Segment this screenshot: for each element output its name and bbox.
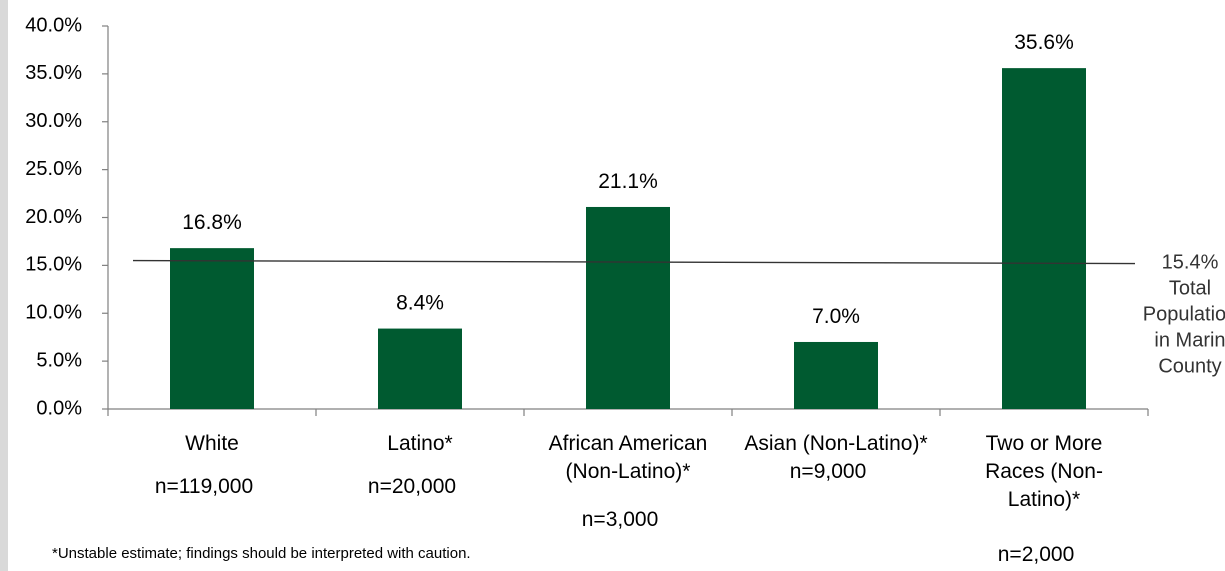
bar <box>1002 68 1086 409</box>
bar-value-label: 7.0% <box>812 305 860 328</box>
x-category-label: Asian (Non-Latino)* <box>744 432 927 455</box>
y-tick-label: 10.0% <box>25 302 82 324</box>
bar <box>170 248 254 409</box>
bar <box>794 341 878 409</box>
x-category-label: Latino* <box>387 432 452 455</box>
bar-value-label: 16.8% <box>182 211 242 234</box>
x-category-label: White <box>185 432 239 455</box>
sample-size-label: n=9,000 <box>790 460 867 483</box>
sample-size-label: n=3,000 <box>582 508 659 531</box>
axes: 0.0% 5.0% 10.0% 15.0% 20.0% 25.0% 30.0% 35.0% 40… <box>25 14 1149 419</box>
y-tick-label: 30.0% <box>25 110 82 132</box>
y-tick-label: 25.0% <box>25 158 82 180</box>
y-tick-label: 5.0% <box>36 349 82 371</box>
labels: 16.8% White n=119,000 8.4% Latino* n=20,000 21… <box>155 31 1103 566</box>
reference-line <box>132 259 1136 265</box>
x-category-label: African American (Non-Latino)* <box>549 432 708 483</box>
y-tick-label: 20.0% <box>25 206 82 228</box>
bar <box>586 206 670 409</box>
footnote: *Unstable estimate; findings should be i… <box>52 545 471 562</box>
y-tick-label: 40.0% <box>25 14 82 36</box>
sample-size-label: n=2,000 <box>998 543 1075 566</box>
left-border-strip <box>0 0 8 571</box>
y-tick-label: 35.0% <box>25 62 82 84</box>
x-category-label: Two or More Races (Non-Latino)* <box>985 432 1103 511</box>
sample-size-label: n=20,000 <box>368 475 456 498</box>
sample-size-label: n=119,000 <box>155 475 253 498</box>
bar-value-label: 21.1% <box>598 170 658 193</box>
y-tick-label: 0.0% <box>36 397 82 419</box>
bar-value-label: 8.4% <box>396 292 444 315</box>
bar-value-label: 35.6% <box>1014 31 1074 54</box>
bars <box>170 68 1086 409</box>
y-tick-label: 15.0% <box>25 254 82 276</box>
bar <box>378 328 462 409</box>
